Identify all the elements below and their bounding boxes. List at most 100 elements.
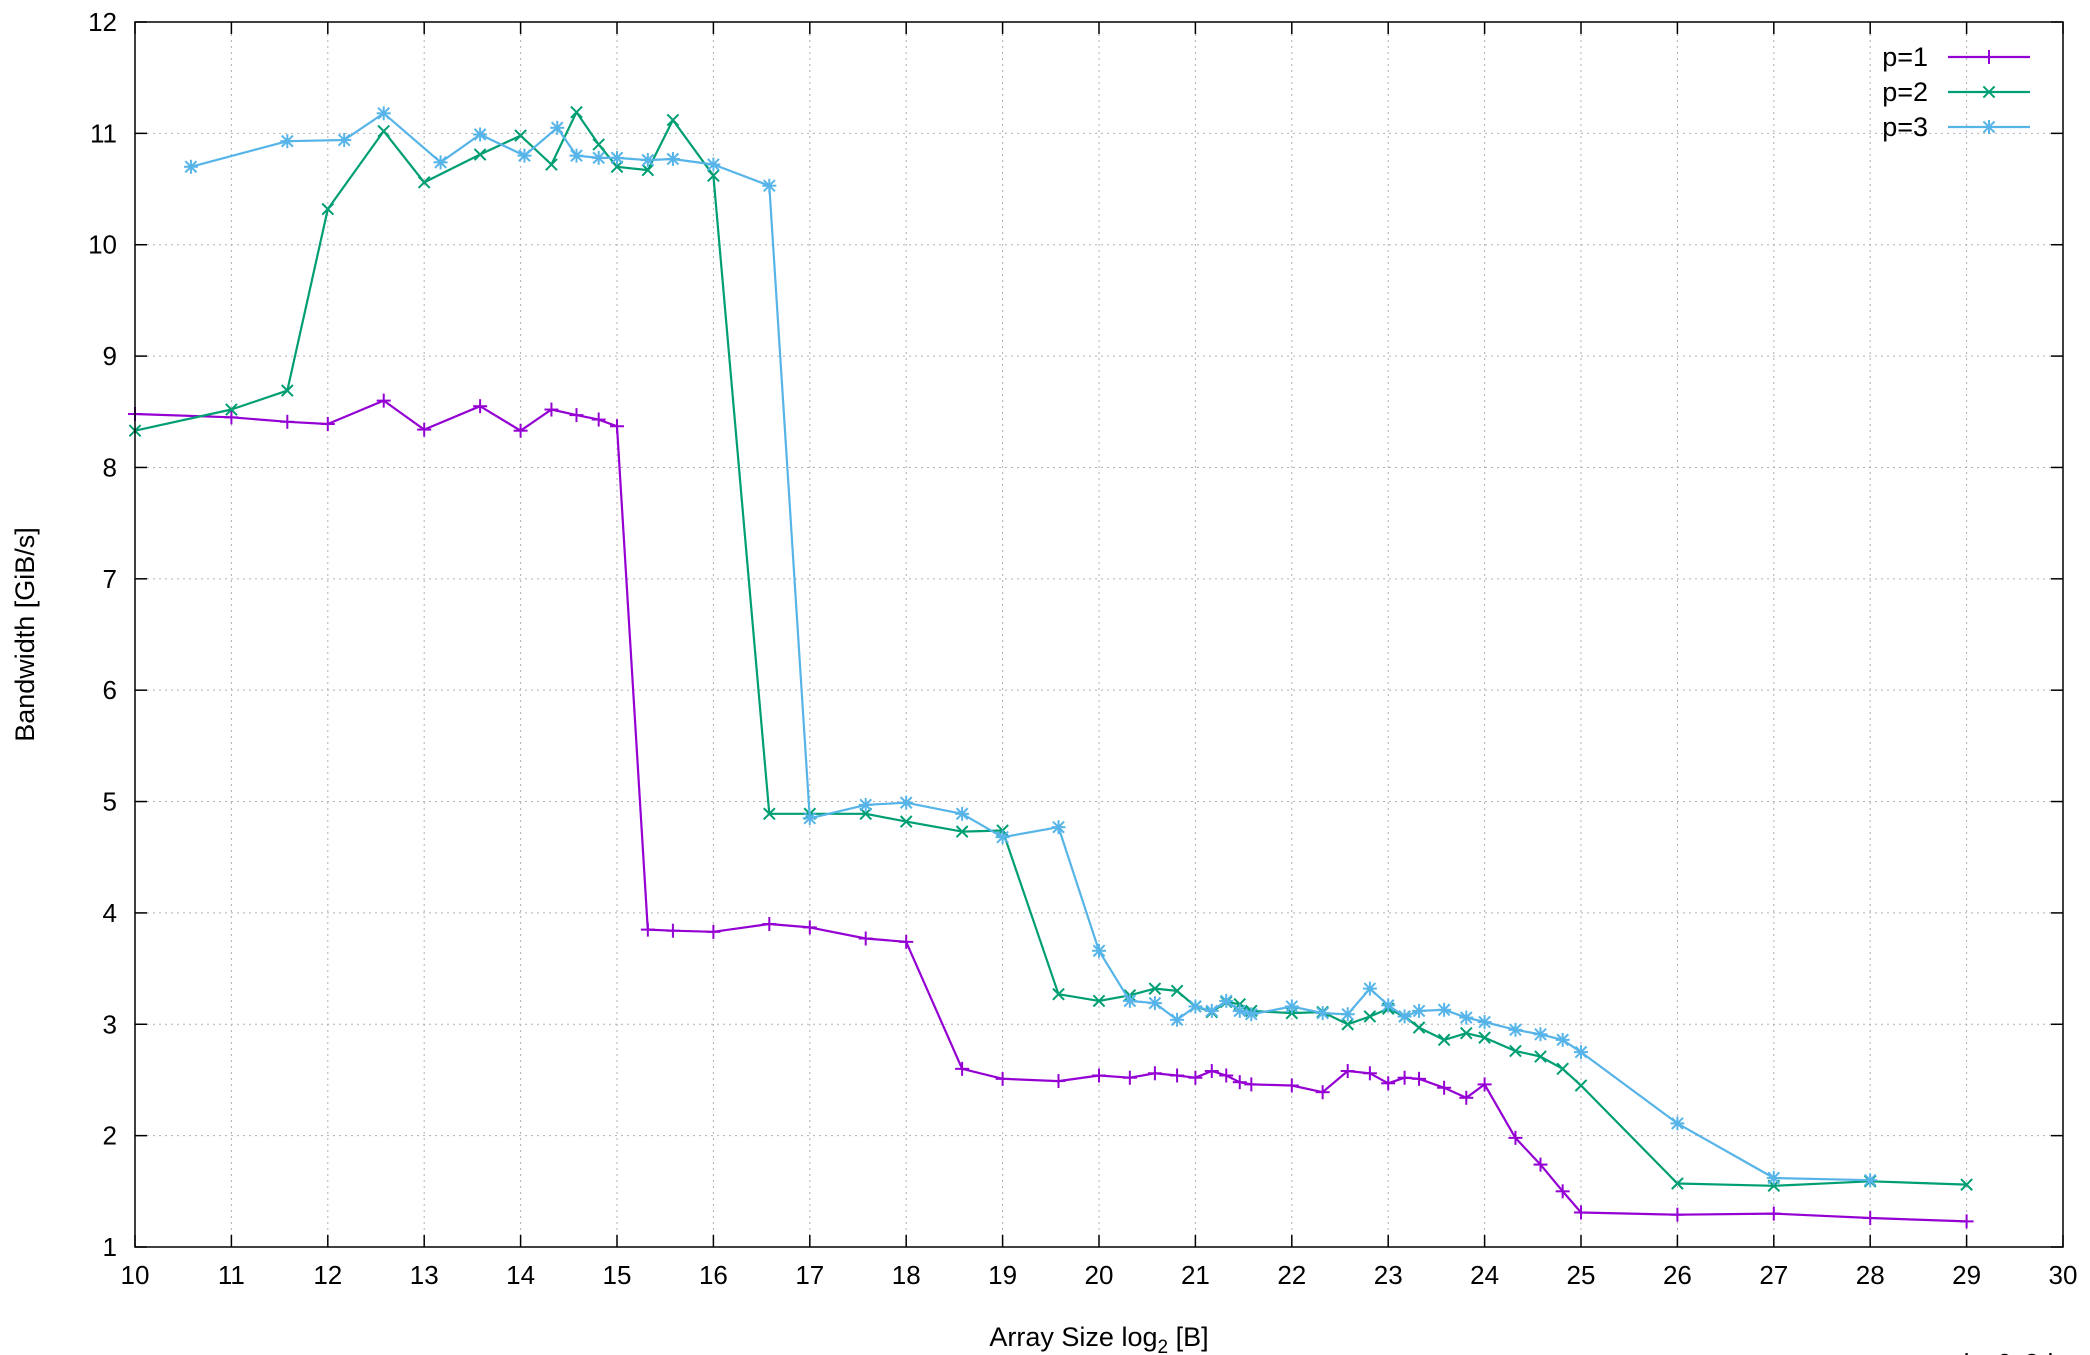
data-point-p-1	[899, 934, 914, 949]
data-point-p-2	[1960, 1178, 1973, 1191]
data-point-p-1	[1412, 1071, 1427, 1086]
data-point-p-1	[1437, 1080, 1452, 1095]
data-point-p-3	[1051, 820, 1066, 835]
data-point-p-3	[1863, 1173, 1878, 1188]
data-point-p-1	[1459, 1090, 1474, 1105]
data-point-p-2	[955, 825, 969, 838]
data-point-p-2	[666, 113, 680, 127]
x-tick-label: 28	[1856, 1260, 1885, 1290]
legend-label: p=2	[1882, 77, 1928, 107]
x-axis-title-subscript: 2	[1157, 1337, 1168, 1355]
data-point-p-2	[570, 105, 583, 119]
data-point-p-1	[1959, 1214, 1974, 1229]
x-axis-title-main: Array Size log	[989, 1322, 1157, 1352]
y-tick-label: 8	[103, 452, 117, 482]
y-tick-label: 4	[103, 898, 117, 928]
x-tick-label: 17	[795, 1260, 824, 1290]
y-tick-label: 3	[103, 1009, 117, 1039]
legend-label: p=1	[1882, 42, 1928, 72]
data-point-p-2	[1574, 1079, 1588, 1092]
data-point-p-3	[1188, 999, 1203, 1014]
y-tick-label: 9	[103, 341, 117, 371]
data-point-p-3	[517, 148, 532, 163]
data-point-p-2	[641, 163, 655, 177]
data-point-p-1	[591, 412, 606, 427]
data-point-p-2	[1341, 1017, 1355, 1031]
y-axis-title: Bandwidth [GiB/s]	[10, 527, 40, 742]
data-point-p-3	[1147, 996, 1162, 1011]
data-point-p-1	[376, 393, 391, 408]
data-point-p-3	[1574, 1045, 1588, 1060]
data-point-p-3	[1533, 1027, 1548, 1042]
x-tick-label: 10	[121, 1260, 150, 1290]
data-point-p-2	[225, 403, 238, 416]
data-point-p-3	[433, 155, 448, 170]
data-point-p-1	[473, 399, 488, 414]
data-point-p-3	[1459, 1010, 1474, 1025]
x-tick-label: 19	[988, 1260, 1017, 1290]
x-tick-label: 13	[410, 1260, 439, 1290]
data-point-p-2	[1478, 1031, 1491, 1044]
data-point-p-1	[1533, 1157, 1548, 1172]
data-point-p-2	[763, 807, 776, 821]
x-tick-label: 30	[2049, 1260, 2078, 1290]
data-point-p-3	[1766, 1170, 1781, 1185]
data-point-p-3	[1397, 1009, 1412, 1024]
data-point-p-1	[1340, 1064, 1355, 1079]
data-point-p-3	[1232, 1003, 1247, 1018]
data-point-p-3	[569, 148, 584, 163]
data-point-p-1	[280, 414, 295, 429]
x-tick-label: 23	[1374, 1260, 1403, 1290]
x-tick-label: 12	[313, 1260, 342, 1290]
data-point-p-2	[1437, 1033, 1451, 1047]
data-point-p-1	[1477, 1077, 1492, 1092]
data-point-p-1	[995, 1071, 1010, 1086]
data-point-p-1	[640, 922, 655, 937]
data-point-p-2	[1052, 987, 1065, 1001]
legend-item-p-3: p=3	[1882, 112, 2030, 142]
grid	[135, 22, 2063, 1247]
data-point-p-1	[1508, 1130, 1523, 1145]
data-point-p-3	[955, 806, 970, 821]
data-point-p-3	[1670, 1116, 1685, 1131]
x-tick-label: 14	[506, 1260, 535, 1290]
data-point-p-1	[1170, 1068, 1185, 1083]
data-point-p-2	[473, 148, 487, 161]
data-point-p-3	[1219, 993, 1234, 1008]
data-point-p-1	[1670, 1207, 1685, 1222]
x-axis-title: Array Size log2 [B]	[989, 1322, 1208, 1355]
data-point-p-2	[707, 169, 720, 182]
data-point-p-2	[545, 158, 558, 171]
footer-note: dca6c2d	[1955, 1348, 2053, 1355]
data-point-p-3	[550, 120, 565, 135]
x-tick-label: 26	[1663, 1260, 1692, 1290]
x-axis-title-suffix: [B]	[1168, 1322, 1209, 1352]
data-point-p-1	[706, 924, 721, 939]
data-point-p-1	[513, 423, 528, 438]
data-point-p-3	[1508, 1022, 1523, 1037]
series-p-3	[183, 106, 1878, 1188]
data-point-p-1	[1092, 1068, 1106, 1083]
y-tick-label: 12	[88, 7, 117, 37]
y-tick-label: 6	[103, 675, 117, 705]
data-point-p-3	[183, 159, 198, 174]
data-point-p-1	[320, 417, 335, 432]
y-tick-label: 2	[103, 1121, 117, 1151]
data-point-p-2	[281, 384, 294, 397]
data-point-p-3	[706, 157, 721, 172]
data-point-p-1	[1574, 1205, 1588, 1220]
data-point-p-1	[1863, 1211, 1878, 1226]
data-point-p-3	[591, 150, 606, 165]
data-point-p-3	[1412, 1003, 1427, 1018]
data-point-p-1	[1397, 1070, 1412, 1085]
data-point-p-3	[1284, 999, 1299, 1014]
series-p-1	[128, 393, 1974, 1229]
data-point-p-3	[280, 134, 295, 149]
axis-ticks: 10 11 12 13 14 15 16 17 18 19 20 21 22 23 24 25 26 27 28 29…	[88, 7, 2077, 1290]
data-point-p-1	[1147, 1066, 1162, 1081]
data-point-p-1	[1766, 1206, 1781, 1221]
data-point-p-3	[762, 178, 777, 193]
x-tick-label: 20	[1085, 1260, 1114, 1290]
x-tick-label: 22	[1277, 1260, 1306, 1290]
